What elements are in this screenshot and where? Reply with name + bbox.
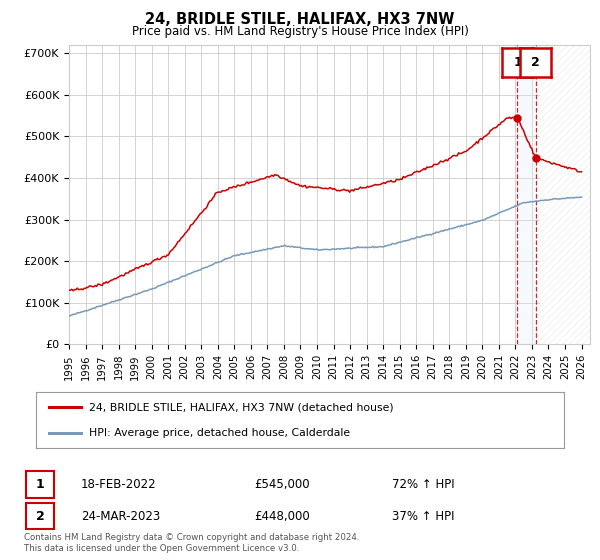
- Text: £545,000: £545,000: [254, 478, 310, 491]
- Text: Contains HM Land Registry data © Crown copyright and database right 2024.
This d: Contains HM Land Registry data © Crown c…: [24, 533, 359, 553]
- FancyBboxPatch shape: [26, 503, 54, 529]
- Bar: [540, 45, 590, 344]
- FancyBboxPatch shape: [26, 471, 54, 498]
- Text: 2: 2: [532, 55, 540, 69]
- Text: 1: 1: [513, 55, 522, 69]
- Text: 18-FEB-2022: 18-FEB-2022: [81, 478, 157, 491]
- Text: 24, BRIDLE STILE, HALIFAX, HX3 7NW: 24, BRIDLE STILE, HALIFAX, HX3 7NW: [145, 12, 455, 27]
- Text: 24-MAR-2023: 24-MAR-2023: [81, 510, 160, 522]
- Text: £448,000: £448,000: [254, 510, 310, 522]
- Bar: [517, 45, 536, 344]
- Text: 1: 1: [36, 478, 44, 491]
- Text: 2: 2: [36, 510, 44, 522]
- Text: 24, BRIDLE STILE, HALIFAX, HX3 7NW (detached house): 24, BRIDLE STILE, HALIFAX, HX3 7NW (deta…: [89, 402, 394, 412]
- Text: 37% ↑ HPI: 37% ↑ HPI: [392, 510, 455, 522]
- Text: Price paid vs. HM Land Registry's House Price Index (HPI): Price paid vs. HM Land Registry's House …: [131, 25, 469, 38]
- Bar: [540, 45, 590, 344]
- Text: 72% ↑ HPI: 72% ↑ HPI: [392, 478, 455, 491]
- Text: HPI: Average price, detached house, Calderdale: HPI: Average price, detached house, Cald…: [89, 428, 350, 438]
